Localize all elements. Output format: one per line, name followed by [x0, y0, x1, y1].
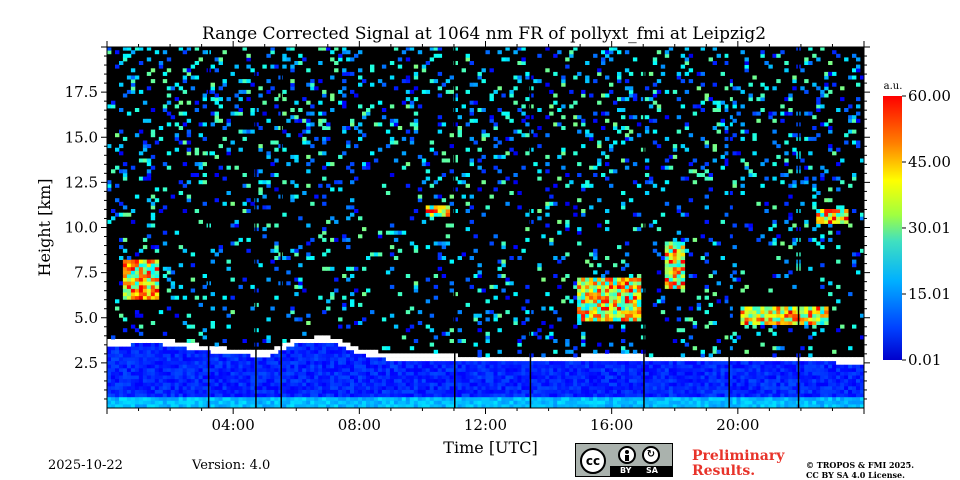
- share-alike-icon: ↻: [642, 446, 660, 464]
- colorbar: a.u. 0.01 15.01 30.01 45.00 60.00: [883, 81, 951, 369]
- x-tick-label: 20:00: [716, 416, 759, 434]
- version-label: Version: 4.0: [192, 458, 271, 473]
- data-gap: [728, 47, 730, 408]
- y-tick-label: 7.5: [74, 264, 98, 282]
- colorbar-tick-label: 45.00: [908, 153, 951, 171]
- colorbar-unit-label: a.u.: [884, 81, 903, 92]
- data-gap: [280, 47, 282, 408]
- colorbar-tick-label: 0.01: [908, 351, 941, 369]
- colorbar-tick-label: 30.01: [908, 219, 951, 237]
- axes-layer: 04:00 08:00 12:00 16:00 20:00 2.5 5.0 7.5 10.0 12…: [35, 41, 870, 457]
- y-tick-label: 2.5: [74, 354, 98, 372]
- preliminary-notice: Preliminary Results.: [692, 449, 784, 479]
- y-tick-label: 17.5: [65, 83, 98, 101]
- y-tick-label: 15.0: [65, 128, 98, 146]
- chart-title: Range Corrected Signal at 1064 nm FR of …: [201, 24, 767, 44]
- cc-license-badge[interactable]: cc ↻ BY SA: [575, 443, 673, 477]
- cc-icon: cc: [580, 448, 606, 474]
- data-gap: [797, 47, 800, 408]
- data-gap: [454, 47, 456, 408]
- data-gap: [255, 47, 257, 408]
- attribution-icon: [618, 446, 636, 464]
- measurement-date: 2025-10-22: [48, 458, 123, 473]
- by-label: BY: [620, 466, 632, 475]
- plot-frame: [106, 46, 865, 409]
- heatmap-layer: [107, 47, 864, 408]
- y-axis-label: Height [km]: [35, 179, 54, 277]
- y-tick-label: 10.0: [65, 219, 98, 237]
- data-gap: [529, 47, 532, 408]
- x-tick-label: 16:00: [590, 416, 633, 434]
- data-gap: [207, 47, 210, 408]
- data-gap: [643, 47, 645, 408]
- copyright-notice: © TROPOS & FMI 2025. CC BY SA 4.0 Licens…: [806, 460, 914, 480]
- y-tick-label: 12.5: [65, 173, 98, 191]
- x-tick-label: 04:00: [212, 416, 255, 434]
- x-tick-label: 08:00: [338, 416, 381, 434]
- colorbar-gradient: [883, 96, 902, 360]
- copyright-line-2: CC BY SA 4.0 License.: [806, 470, 905, 480]
- x-axis-label: Time [UTC]: [443, 438, 537, 457]
- colorbar-tick-label: 60.00: [908, 87, 951, 105]
- copyright-line-1: © TROPOS & FMI 2025.: [806, 460, 915, 470]
- x-tick-label: 12:00: [464, 416, 507, 434]
- preliminary-line-1: Preliminary: [692, 448, 785, 464]
- colorbar-tick-label: 15.01: [908, 285, 951, 303]
- preliminary-line-2: Results.: [692, 463, 756, 479]
- y-tick-label: 5.0: [74, 309, 98, 327]
- sa-label: SA: [646, 466, 658, 475]
